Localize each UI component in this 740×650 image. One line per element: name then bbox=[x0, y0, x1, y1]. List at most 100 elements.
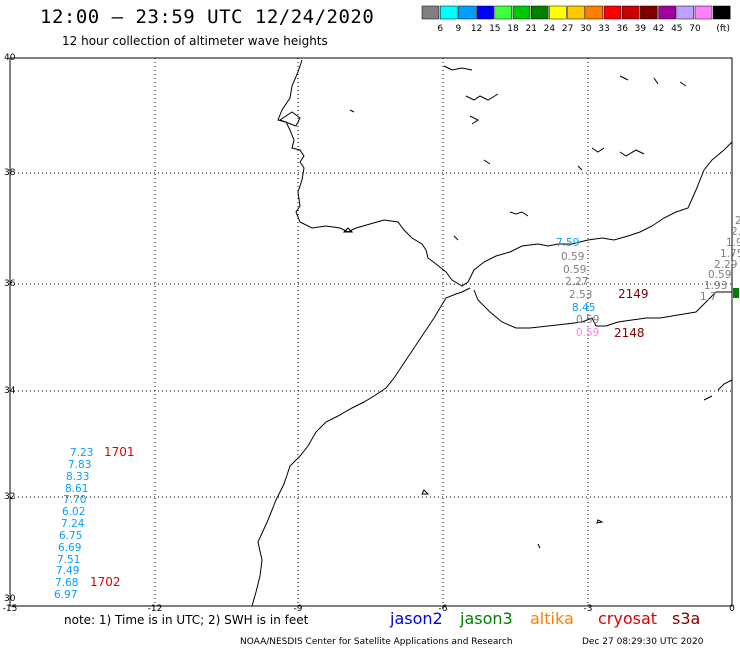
legend-label: 18 bbox=[507, 24, 519, 34]
track-id-2149: 2149 bbox=[618, 287, 649, 301]
wave-height-value: 8.33 bbox=[66, 471, 89, 483]
legend-swatch bbox=[439, 5, 458, 20]
legend-label: 33 bbox=[598, 24, 609, 34]
wave-height-value: 6.97 bbox=[54, 589, 77, 601]
legend-swatch bbox=[421, 5, 440, 20]
wave-height-value: 6.02 bbox=[62, 506, 85, 518]
legend-label: 21 bbox=[525, 24, 536, 34]
wave-height-value: 1.9 bbox=[726, 237, 740, 249]
wave-height-value: 7.49 bbox=[56, 565, 79, 577]
satellite-cryosat-label: cryosat bbox=[598, 609, 657, 628]
satellite-jason3-label: jason3 bbox=[459, 609, 513, 628]
wave-height-value: 6.69 bbox=[58, 542, 81, 554]
lon-label-minus-6: -6 bbox=[439, 604, 448, 614]
satellite-altika-label: altika bbox=[530, 609, 574, 628]
wave-height-value: 0.59 bbox=[561, 251, 584, 263]
wave-height-value: 1.75 bbox=[720, 248, 740, 260]
legend-swatch bbox=[694, 5, 713, 20]
wave-height-value: 7.24 bbox=[61, 518, 85, 530]
track-id-1702: 1702 bbox=[90, 575, 121, 589]
wave-height-value: 7.68 bbox=[55, 577, 78, 589]
wave-height-value: 8.45 bbox=[572, 302, 595, 314]
balearic-1 bbox=[717, 379, 733, 391]
lat-label-34: 34 bbox=[4, 386, 16, 396]
legend-label: (ft) bbox=[716, 24, 730, 34]
legend-swatch bbox=[640, 5, 658, 20]
island-4 bbox=[537, 543, 541, 549]
wave-height-value: 2.29 bbox=[714, 259, 737, 271]
inland-12 bbox=[349, 109, 355, 113]
wave-height-value: 6.75 bbox=[59, 530, 82, 542]
coastline bbox=[251, 59, 733, 607]
legend-label: 45 bbox=[671, 24, 682, 34]
portugal-estuary bbox=[278, 111, 301, 127]
legend-swatch bbox=[476, 5, 494, 20]
track-id-1701: 1701 bbox=[104, 445, 135, 459]
island-1 bbox=[342, 227, 354, 233]
wave-height-value: 7.70 bbox=[63, 494, 86, 506]
lon-label-minus-12: -12 bbox=[148, 604, 163, 614]
africa-coast bbox=[251, 287, 471, 607]
inland-8 bbox=[679, 81, 687, 87]
legend-label: 27 bbox=[562, 24, 573, 34]
lon-label-minus-3: -3 bbox=[584, 604, 593, 614]
legend-swatch bbox=[658, 5, 676, 20]
legend-swatch bbox=[676, 5, 695, 20]
legend-swatch bbox=[494, 5, 513, 20]
wave-height-value: 7.83 bbox=[68, 459, 91, 471]
legend-label: 9 bbox=[456, 24, 462, 34]
color-legend: 6 9 12 15 18 21 24 27 30 33 36 39 42 45 70 (ft) bbox=[421, 5, 731, 34]
wave-height-value: 2.53 bbox=[569, 289, 592, 301]
satellite-legend: jason2 jason3 altika cryosat s3a bbox=[389, 609, 700, 628]
inland-10 bbox=[619, 149, 645, 157]
legend-swatch bbox=[621, 5, 640, 20]
graticule bbox=[10, 58, 732, 606]
wave-height-value: 0.59 bbox=[563, 264, 586, 276]
wave-height-value: 1.7 bbox=[700, 291, 717, 303]
inland-4 bbox=[483, 159, 491, 165]
legend-label: 24 bbox=[544, 24, 556, 34]
inland-3 bbox=[469, 115, 479, 125]
legend-label: 30 bbox=[580, 24, 592, 34]
legend-swatch bbox=[549, 5, 567, 20]
morocco-north-coast bbox=[473, 289, 732, 329]
wave-height-value: 1.93 bbox=[704, 280, 727, 292]
legend-label: 70 bbox=[689, 24, 701, 34]
satellite-jason2-label: jason2 bbox=[389, 609, 443, 628]
lat-label-38: 38 bbox=[4, 168, 16, 178]
track-east-marker bbox=[733, 288, 739, 298]
lon-label-minus-9: -9 bbox=[294, 604, 303, 614]
wave-height-value: 0.59 bbox=[576, 327, 599, 339]
inland-11 bbox=[577, 165, 583, 171]
track-1701-values: 7.237.838.338.617.706.027.246.756.697.51… bbox=[54, 447, 93, 601]
wave-height-value: 2.27 bbox=[565, 276, 588, 288]
map-frame bbox=[9, 57, 733, 607]
track-id-2148: 2148 bbox=[614, 326, 645, 340]
lat-label-32: 32 bbox=[4, 492, 15, 502]
wave-height-value: 7.23 bbox=[70, 447, 93, 459]
satellite-s3a-label: s3a bbox=[672, 609, 700, 628]
legend-label: 12 bbox=[471, 24, 482, 34]
lat-label-36: 36 bbox=[4, 279, 16, 289]
map-subtitle: 12 hour collection of altimeter wave hei… bbox=[62, 34, 328, 48]
track-2149-values: 7.590.590.592.272.538.450.590.59 bbox=[556, 237, 599, 339]
island-3 bbox=[596, 519, 604, 524]
lon-label-0: 0 bbox=[729, 604, 735, 614]
wave-height-value: 7.59 bbox=[556, 237, 579, 249]
lat-label-40: 40 bbox=[4, 53, 16, 63]
lon-label-minus-15: -15 bbox=[3, 604, 18, 614]
legend-swatch bbox=[567, 5, 585, 20]
wave-height-value: 0.59 bbox=[576, 314, 599, 326]
legend-label: 42 bbox=[653, 24, 664, 34]
inland-5 bbox=[509, 211, 529, 217]
legend-label: 36 bbox=[616, 24, 628, 34]
footer-credit: NOAA/NESDIS Center for Satellite Applica… bbox=[240, 637, 513, 647]
lat-label-30: 30 bbox=[4, 594, 16, 604]
balearic-2 bbox=[703, 395, 713, 401]
wave-height-value: 7.51 bbox=[57, 554, 80, 566]
wave-height-value: 2. bbox=[731, 226, 740, 238]
footer-note: note: 1) Time is in UTC; 2) SWH is in fe… bbox=[64, 613, 309, 627]
track-east-values: 22.1.91.752.290.591.931.7 bbox=[700, 215, 740, 303]
wave-height-value: 8.61 bbox=[65, 483, 88, 495]
inland-9 bbox=[591, 147, 605, 153]
